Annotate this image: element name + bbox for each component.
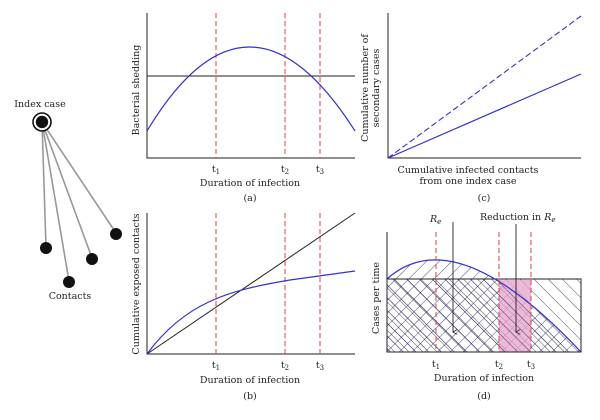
edge-3 [41, 121, 93, 259]
index-case-core [35, 115, 49, 129]
contact-node-4 [110, 228, 122, 240]
panel-b-xlabel: Duration of infection [200, 375, 300, 386]
panel-d-re-label: Re [429, 214, 441, 226]
panel-c-xlabel-1: Cumulative infected contacts [398, 165, 539, 176]
panel-a-axes [146, 13, 355, 159]
panel-c-caption: (c) [478, 193, 491, 204]
panel-d-caption: (d) [477, 391, 491, 402]
panel-d-cases-curve [386, 259, 582, 353]
edge-2 [41, 121, 70, 282]
contact-node-3 [86, 253, 98, 265]
contact-node-1 [40, 242, 52, 254]
panel-a: t1 t2 t3 Duration of infection (a) Bacte… [131, 13, 356, 204]
edge-1 [41, 121, 47, 248]
panel-b-linear-line [146, 212, 356, 355]
panel-b: t1 t2 t3 Duration of infection (b) Cumul… [131, 212, 356, 402]
panel-a-tick-t3: t3 [316, 164, 324, 176]
contact-network: Index case Contacts [14, 99, 122, 302]
panel-c: Cumulative infected contacts from one in… [360, 13, 582, 204]
panel-d-tick-t2: t2 [495, 359, 503, 371]
panel-d: Re Reduction in Re t1 t2 t3 Duration of … [371, 212, 582, 402]
panel-a-ylabel: Bacterial shedding [131, 45, 142, 136]
contact-node-2 [63, 276, 75, 288]
panel-b-caption: (b) [243, 391, 257, 402]
panel-c-ylabel-2: secondary cases [371, 49, 382, 128]
panel-c-xlabel-2: from one index case [419, 176, 516, 187]
panel-a-tick-t1: t1 [212, 164, 220, 176]
panel-a-tick-t2: t2 [281, 164, 289, 176]
panel-c-solid-line [387, 73, 582, 159]
panel-d-ylabel: Cases per time [371, 262, 382, 334]
edge-4 [41, 121, 117, 234]
panel-d-xlabel: Duration of infection [434, 373, 534, 384]
panel-b-ylabel: Cumulative exposed contacts [131, 213, 142, 354]
panel-b-tick-t1: t1 [212, 360, 220, 372]
panel-c-dashed-line [387, 15, 582, 159]
panel-d-tick-t1: t1 [432, 359, 440, 371]
panel-a-shedding-curve [146, 46, 356, 132]
panel-d-tick-t3: t3 [527, 359, 535, 371]
panel-b-tick-t2: t2 [281, 360, 289, 372]
panel-b-tick-t3: t3 [316, 360, 324, 372]
panel-a-caption: (a) [243, 193, 256, 204]
panel-b-saturating-curve [146, 270, 356, 355]
panel-d-axes [386, 232, 581, 353]
panel-a-xlabel: Duration of infection [200, 178, 300, 189]
panel-d-reduction-label: Reduction in Re [480, 212, 556, 224]
panel-c-ylabel-1: Cumulative number of [360, 33, 371, 142]
contacts-label: Contacts [49, 291, 92, 302]
index-case-label: Index case [14, 99, 66, 110]
